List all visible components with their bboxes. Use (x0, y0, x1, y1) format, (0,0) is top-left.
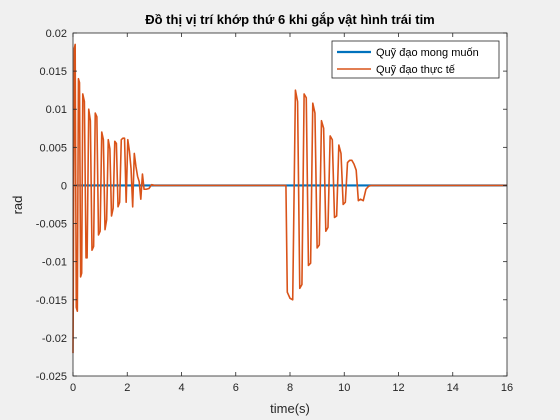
x-tick-label: 6 (233, 382, 239, 394)
legend: Quỹ đạo mong muốn Quỹ đạo thực tế (331, 40, 500, 79)
y-tick-label: 0.02 (46, 28, 67, 40)
series-line-actual (72, 43, 507, 354)
legend-label-actual: Quỹ đạo thực tế (376, 64, 455, 76)
series-layer (72, 43, 507, 354)
y-tick-label: 0.015 (39, 66, 67, 78)
y-tick-label: -0.005 (36, 219, 67, 231)
plot-area (73, 33, 507, 376)
y-tick-label: -0.02 (42, 333, 67, 345)
y-tick-label: 0.005 (39, 142, 67, 154)
y-tick-label: -0.01 (42, 257, 67, 269)
tick-layer: 0 2 4 6 8 10 12 14 16 -0.025 -0.02 -0.015 -0.01 -0.00… (36, 28, 513, 394)
y-tick-label: -0.015 (36, 295, 67, 307)
x-tick-label: 16 (501, 382, 513, 394)
x-tick-label: 4 (178, 382, 184, 394)
y-tick-label: 0 (61, 180, 67, 192)
x-tick-label: 10 (338, 382, 350, 394)
y-tick-label: -0.025 (36, 371, 67, 383)
x-tick-label: 8 (287, 382, 293, 394)
x-tick-label: 14 (447, 382, 459, 394)
x-axis-label: time(s) (270, 401, 310, 416)
legend-label-desired: Quỹ đạo mong muốn (376, 47, 479, 59)
x-tick-label: 12 (392, 382, 404, 394)
chart-title: Đồ thị vị trí khớp thứ 6 khi gắp vật hìn… (145, 12, 435, 27)
legend-box (331, 40, 500, 79)
x-tick-label: 0 (70, 382, 76, 394)
x-tick-label: 2 (124, 382, 130, 394)
y-axis-label: rad (10, 196, 25, 215)
y-tick-label: 0.01 (46, 104, 67, 116)
plot-border (72, 32, 508, 377)
